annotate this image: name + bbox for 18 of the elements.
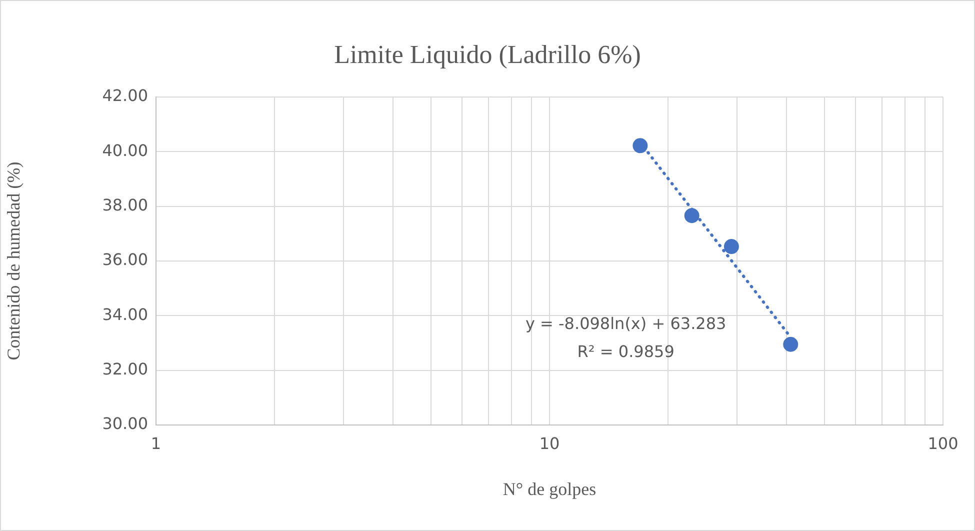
x-tick-label: 1 [150, 434, 162, 453]
y-tick-label: 32.00 [102, 359, 148, 378]
x-tick-label: 10 [539, 434, 560, 453]
annotation: y = -8.098ln(x) + 63.283 [525, 314, 726, 334]
y-tick-label: 30.00 [102, 414, 148, 434]
y-tick-label: 34.00 [102, 304, 148, 324]
chart-title: Limite Liquido (Ladrillo 6%) [334, 40, 641, 69]
y-axis-title: Contenido de humedad (%) [4, 162, 24, 360]
y-tick-label: 36.00 [102, 250, 148, 270]
annotation: R² = 0.9859 [577, 342, 674, 362]
point [783, 336, 798, 352]
x-tick-label: 100 [928, 434, 958, 453]
x-axis-title: N° de golpes [502, 478, 596, 499]
y-tick-label: 40.00 [102, 140, 148, 160]
y-tick-label: 38.00 [102, 195, 148, 214]
point [684, 208, 700, 224]
point [632, 138, 648, 154]
y-tick-label: 42.00 [102, 86, 148, 106]
